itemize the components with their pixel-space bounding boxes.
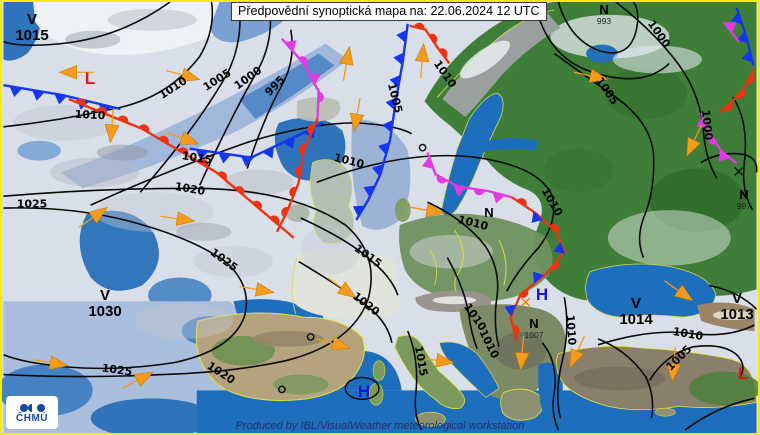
warm-front [275,118,319,233]
movement-arrow-icon [33,355,69,370]
movement-arrow-icon [165,67,201,82]
front-center-cross-icon [734,166,744,176]
movement-arrow-icon [410,202,446,218]
movement-arrow-icon [514,335,530,372]
isobars [3,2,758,431]
cold-front [352,23,409,221]
occluded-front [722,21,740,43]
map-title: Předpovědní synoptická mapa na: 22.06.20… [238,4,540,18]
cold-front [730,7,755,66]
movement-arrow-icon [573,68,609,83]
occluded-front [696,112,738,165]
stationary-front [504,196,566,343]
movement-arrow-icon [78,207,108,228]
movement-arrow-icon [327,277,357,299]
movement-arrow-icon [664,280,694,302]
movement-arrow-icon [666,346,682,383]
movement-arrow-icon [419,353,455,368]
movement-arrow-icon [122,371,154,389]
chmu-logo-mark-icon [20,403,45,412]
occluded-front [421,152,513,204]
movement-arrow-icon [686,124,702,158]
movement-arrow-icon [339,45,354,81]
pressure-station-icon [277,385,286,394]
warm-front [68,97,295,239]
pressure-station-icon [418,143,427,152]
movement-arrow-icon [160,211,196,226]
movement-arrow-icon [569,335,586,369]
chmu-logo: ČHMÚ [6,396,58,429]
warm-front [409,22,451,65]
warm-front [719,68,755,113]
movement-arrow-icon [239,282,275,297]
front-center-cross-icon [521,297,531,307]
fronts-and-symbols-layer [3,7,755,394]
movement-arrow-icon [414,42,430,79]
occluded-front [281,37,324,119]
map-title-bar: Předpovědní synoptická mapa na: 22.06.20… [231,2,547,21]
chmu-logo-text: ČHMÚ [16,412,48,424]
movement-arrow-icon [104,108,120,144]
movement-arrow-icon [165,130,200,145]
pressure-station-icon [306,332,315,341]
movement-arrow-icon [58,65,94,80]
credit-line: Produced by IBL/VisualWeather meteorolog… [235,420,525,432]
movement-arrow-icon [350,97,365,133]
movement-arrow-icon [316,336,351,351]
